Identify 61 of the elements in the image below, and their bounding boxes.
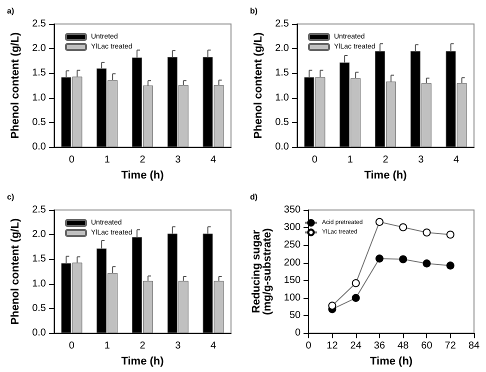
x-tick-label: 1 [104,340,110,352]
x-tick-label: 60 [421,340,433,352]
x-tick-label: 0 [312,154,318,166]
y-tick-label: 350 [284,204,302,216]
y-tick-label: 2.5 [32,204,46,216]
y-tick-label: 2.0 [275,43,290,54]
x-tick-label: 4 [454,154,460,166]
x-tick-label: 0 [68,340,75,352]
y-tick-label: 2.0 [32,43,46,54]
x-tick-label: 12 [326,340,338,352]
y-tick-label: 0.5 [32,302,46,314]
chart-title: b) [250,6,258,16]
y-tick-label: 1.0 [32,278,46,290]
x-tick-label: 3 [175,154,182,166]
x-tick-label: 36 [374,340,386,352]
y-tick-label: 0.5 [32,116,46,128]
x-tick-label: 1 [104,154,110,166]
x-tick-label: 1 [347,154,354,166]
y-tick-label: 1.0 [275,92,290,104]
y-axis-title: Reducing sugar (mg/g-substrate) [250,228,274,315]
x-tick-label: 3 [418,154,424,166]
y-tick-label: 0.0 [32,142,46,153]
y-tick-label: 2.5 [32,18,46,30]
y-tick-label: 0 [295,328,302,339]
y-tick-label: 250 [284,240,302,251]
y-tick-label: 2.5 [275,18,290,30]
y-tick-label: 0.5 [275,116,290,128]
x-tick-label: 2 [140,340,146,352]
y-tick-label: 100 [284,292,302,304]
chart-title: c) [7,192,14,202]
x-axis-title: Time (h) [121,170,164,182]
x-tick-label: 0 [306,340,312,352]
x-axis-title: Time (h) [370,356,413,368]
y-tick-label: 300 [284,222,302,234]
x-tick-label: 48 [398,340,410,352]
x-tick-label: 4 [210,340,217,352]
y-tick-label: 2.0 [32,229,46,240]
y-tick-label: 0.0 [275,142,290,153]
y-tick-label: 50 [289,310,302,322]
x-tick-label: 72 [444,340,456,352]
y-axis-title: Phenol content (g/L) [252,32,265,139]
y-tick-label: 0.0 [32,328,46,339]
y-tick-label: 1.5 [32,254,46,265]
x-tick-label: 24 [350,340,362,352]
y-tick-label: 1.5 [275,68,290,79]
y-axis-title: Phenol content (g/L) [10,32,22,139]
y-tick-label: 150 [284,274,302,286]
y-tick-label: 200 [284,257,302,268]
y-tick-label: 1.0 [32,92,46,104]
x-tick-label: 2 [382,154,389,166]
chart-title: d) [250,192,258,202]
x-axis-title: Time (h) [121,356,164,368]
x-tick-label: 0 [68,154,75,166]
x-tick-label: 84 [468,340,480,352]
x-tick-label: 3 [175,340,182,352]
x-axis-title: Time (h) [364,170,408,182]
x-tick-label: 4 [210,154,217,166]
x-tick-label: 2 [140,154,146,166]
y-tick-label: 1.5 [32,68,46,79]
chart-title: a) [7,6,14,16]
y-axis-title: Phenol content (g/L) [10,218,22,325]
